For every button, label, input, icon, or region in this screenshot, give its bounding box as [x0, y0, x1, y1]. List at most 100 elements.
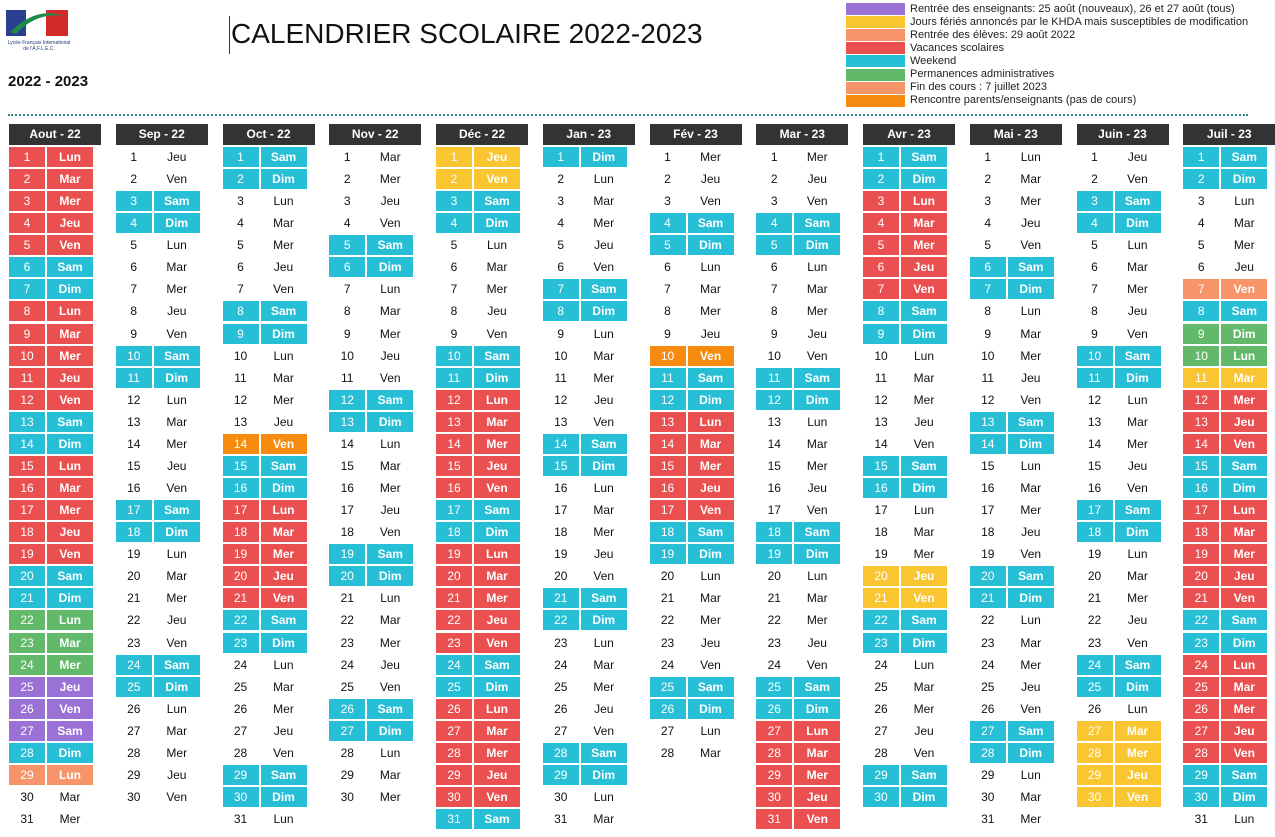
- day-number: 18: [115, 522, 152, 543]
- day-number: 9: [222, 323, 259, 344]
- day-name: Dim: [474, 676, 520, 697]
- day-number: 22: [9, 610, 45, 631]
- day-number: 3: [1076, 191, 1113, 212]
- day-number: 24: [436, 654, 472, 675]
- day-number: 15: [863, 455, 899, 476]
- day-number: 15: [1087, 458, 1102, 473]
- day-name: Lun: [1020, 150, 1041, 164]
- day-name: Dim: [260, 169, 307, 190]
- day-number: 26: [981, 701, 995, 716]
- day-number: 28: [1076, 742, 1113, 763]
- day-name: Ven: [1127, 172, 1148, 187]
- day-name: Ven: [379, 525, 401, 540]
- day-name: Dim: [901, 478, 947, 499]
- day-number: 4: [984, 216, 992, 231]
- day-name: Mar: [913, 679, 935, 694]
- day-name: Jeu: [594, 238, 614, 253]
- day-number: 4: [237, 216, 244, 231]
- day-number: 24: [660, 657, 675, 672]
- day-name: Jeu: [1221, 720, 1268, 741]
- day-number: 6: [557, 260, 565, 275]
- month-header: Oct - 22: [222, 124, 315, 145]
- day-name: Sam: [1114, 654, 1161, 675]
- day-name: Mar: [593, 657, 615, 672]
- day-name: Lun: [1020, 767, 1041, 782]
- day-name: Lun: [273, 657, 294, 672]
- day-number: 4: [115, 213, 152, 234]
- day-name: Jeu: [1127, 613, 1148, 628]
- day-name: Ven: [474, 787, 520, 808]
- day-name: Dim: [1114, 676, 1161, 697]
- day-number: 24: [340, 657, 354, 672]
- day-number: 8: [343, 304, 351, 319]
- day-name: Mar: [593, 812, 615, 827]
- day-name: Mer: [913, 547, 935, 562]
- day-number: 1: [770, 150, 778, 164]
- day-number: 28: [542, 742, 579, 763]
- day-number: 9: [9, 323, 45, 344]
- day-name: Mer: [806, 613, 828, 628]
- day-name: Dim: [580, 764, 627, 785]
- day-name: Sam: [367, 389, 414, 410]
- day-name: Mar: [166, 723, 188, 738]
- day-number: 3: [770, 194, 778, 209]
- day-number: 2: [863, 169, 899, 190]
- day-name: Jeu: [474, 455, 520, 476]
- day-name: Dim: [1221, 787, 1268, 808]
- day-number: 18: [340, 525, 354, 540]
- day-name: Jeu: [47, 367, 93, 388]
- day-number: 17: [115, 500, 152, 521]
- day-number: 19: [436, 544, 472, 565]
- day-name: Mar: [474, 566, 520, 587]
- day-name: Jeu: [167, 150, 187, 164]
- day-name: Mer: [1020, 657, 1042, 672]
- day-number: 19: [329, 544, 366, 565]
- day-number: 7: [237, 282, 244, 297]
- day-name: Mer: [794, 764, 841, 785]
- day-number: 14: [436, 433, 472, 454]
- day-name: Lun: [1234, 194, 1255, 209]
- day-name: Lun: [700, 569, 721, 584]
- day-name: Jeu: [474, 764, 520, 785]
- day-number: 15: [436, 455, 472, 476]
- day-number: 31: [233, 812, 248, 827]
- day-name: Lun: [166, 392, 187, 407]
- day-name: Ven: [1020, 238, 1042, 253]
- legend-label: Rentrée des élèves: 29 août 2022: [910, 28, 1076, 41]
- day-number: 15: [222, 455, 259, 476]
- legend-swatch: [846, 94, 905, 107]
- day-number: 4: [1197, 216, 1205, 231]
- day-number: 30: [1076, 787, 1113, 808]
- day-number: 8: [1091, 304, 1098, 319]
- day-number: 18: [554, 525, 568, 540]
- day-number: 3: [664, 194, 671, 209]
- day-number: 6: [130, 260, 138, 275]
- day-name: Ven: [47, 235, 93, 256]
- day-name: Lun: [593, 790, 614, 805]
- day-name: Sam: [1114, 345, 1161, 366]
- day-name: Mar: [474, 720, 520, 741]
- day-name: Sam: [47, 411, 93, 432]
- day-name: Dim: [260, 632, 307, 653]
- day-number: 17: [767, 503, 781, 518]
- day-number: 22: [127, 613, 141, 628]
- day-number: 14: [874, 436, 888, 451]
- day-name: Jeu: [594, 701, 614, 716]
- day-name: Sam: [687, 522, 734, 543]
- day-name: Mer: [1221, 544, 1268, 565]
- day-name: Dim: [367, 257, 414, 278]
- day-name: Sam: [901, 301, 947, 322]
- day-number: 23: [9, 632, 45, 653]
- day-number: 21: [436, 588, 472, 609]
- day-name: Jeu: [380, 194, 400, 209]
- day-name: Ven: [1127, 635, 1148, 650]
- day-number: 4: [756, 213, 793, 234]
- legend-label: Rencontre parents/enseignants (pas de co…: [910, 94, 1137, 107]
- day-name: Mar: [1114, 720, 1161, 741]
- day-number: 25: [554, 679, 568, 694]
- day-name: Mar: [486, 260, 508, 275]
- day-name: Sam: [901, 610, 947, 631]
- day-number: 6: [1197, 260, 1205, 275]
- day-name: Jeu: [1234, 260, 1254, 275]
- day-number: 30: [981, 790, 995, 805]
